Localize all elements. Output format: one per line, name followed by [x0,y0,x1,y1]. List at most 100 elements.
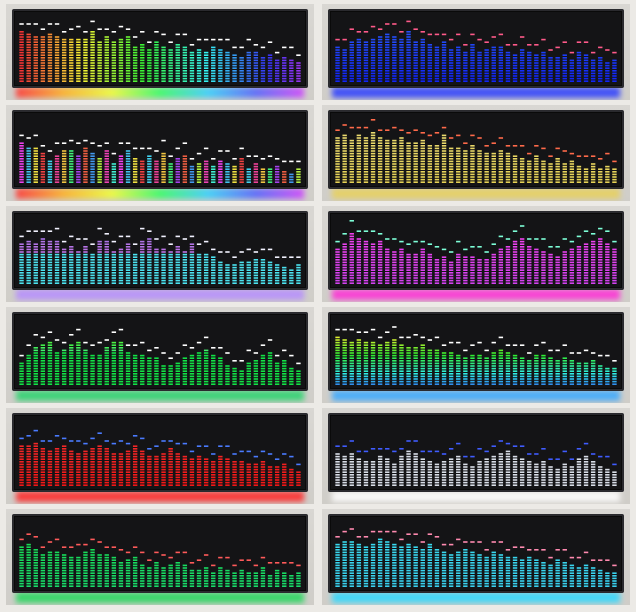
peak-indicator [253,251,259,253]
peak-indicator [441,453,447,455]
spectrum-bar [399,129,404,183]
peak-indicator [548,155,553,157]
led-glow-reflection [16,289,304,300]
spectrum-bar [541,549,546,587]
spectrum-bar [583,551,589,587]
spectrum-bar [548,49,553,82]
spectrum-bar [463,248,468,284]
peak-indicator [470,134,475,137]
display-photo-10 [322,408,630,504]
spectrum-bar [598,354,603,385]
spectrum-bar [203,554,209,587]
spectrum-bar [548,556,553,587]
peak-indicator [505,344,511,346]
spectrum-bar [406,440,411,486]
spectrum-bar [260,158,266,183]
peak-indicator [598,455,603,458]
display-photo-6 [322,206,630,302]
spectrum-bar [335,445,340,486]
spectrum-bar [555,246,560,284]
display-photo-4 [322,105,630,201]
spectrum-bar [477,341,482,385]
spectrum-bar [484,450,489,486]
peak-indicator [576,155,582,157]
peak-indicator [111,240,117,243]
spectrum-bar [189,562,195,587]
spectrum-bar [274,158,280,183]
peak-indicator [211,453,216,455]
spectrum-bar [541,448,546,486]
led-glow-reflection [16,592,304,603]
peak-indicator [147,349,152,352]
spectrum-bar [168,243,173,284]
peak-indicator [377,129,383,131]
peak-indicator [253,455,259,458]
spectrum-bar [477,137,482,183]
spectrum-bar [40,230,46,284]
peak-indicator [218,445,223,447]
peak-indicator [189,158,195,160]
peak-indicator [274,256,280,258]
spectrum-bar [69,235,74,284]
spectrum-bar [19,437,24,486]
peak-indicator [590,352,596,354]
peak-indicator [363,450,369,453]
spectrum-bar [583,442,589,486]
peak-indicator [118,440,124,442]
peak-indicator [491,36,496,38]
peak-indicator [69,28,74,30]
spectrum-bar [19,134,24,183]
peak-indicator [132,344,138,346]
peak-indicator [555,349,560,352]
spectrum-bar [392,23,397,82]
spectrum-bar [267,155,273,183]
spectrum-bar [370,119,376,183]
spectrum-bar [90,538,95,587]
spectrum-bar [211,347,216,385]
peak-indicator [377,336,383,339]
peak-indicator [342,530,347,533]
peak-indicator [147,147,152,150]
spectrum-bar [605,152,610,183]
spectrum-bar [441,126,447,183]
spectrum-bar [33,230,38,284]
peak-indicator [225,38,230,41]
peak-indicator [189,450,195,453]
peak-indicator [189,235,195,238]
spectrum-bar [427,533,433,587]
spectrum-bar [26,230,31,284]
peak-indicator [90,437,95,440]
peak-indicator [612,360,617,362]
spectrum-bar [562,238,567,284]
spectrum-bar [519,445,525,486]
peak-indicator [19,23,24,25]
peak-indicator [26,137,31,139]
spectrum-bar [253,564,259,587]
peak-indicator [104,142,109,144]
spectrum-bar [612,240,617,284]
peak-indicator [154,347,159,349]
peak-indicator [534,549,539,551]
spectrum-bar [392,450,397,486]
led-matrix-frame [12,110,308,189]
peak-indicator [527,549,532,551]
spectrum-bar [491,541,496,587]
spectrum-bar [434,450,440,486]
spectrum-bar [356,331,362,385]
spectrum-bar [182,344,188,385]
peak-indicator [140,437,145,440]
spectrum-bar [47,150,53,183]
spectrum-bar [26,23,31,82]
spectrum-bar [196,341,202,385]
peak-indicator [583,551,589,554]
spectrum-bar [456,240,461,284]
peak-indicator [569,352,575,354]
spectrum-display [335,220,617,284]
peak-indicator [232,158,237,160]
spectrum-bar [175,551,180,587]
peak-indicator [370,448,376,450]
spectrum-bar [132,344,138,385]
peak-indicator [349,328,354,331]
peak-indicator [111,31,117,33]
spectrum-bar [505,344,511,385]
